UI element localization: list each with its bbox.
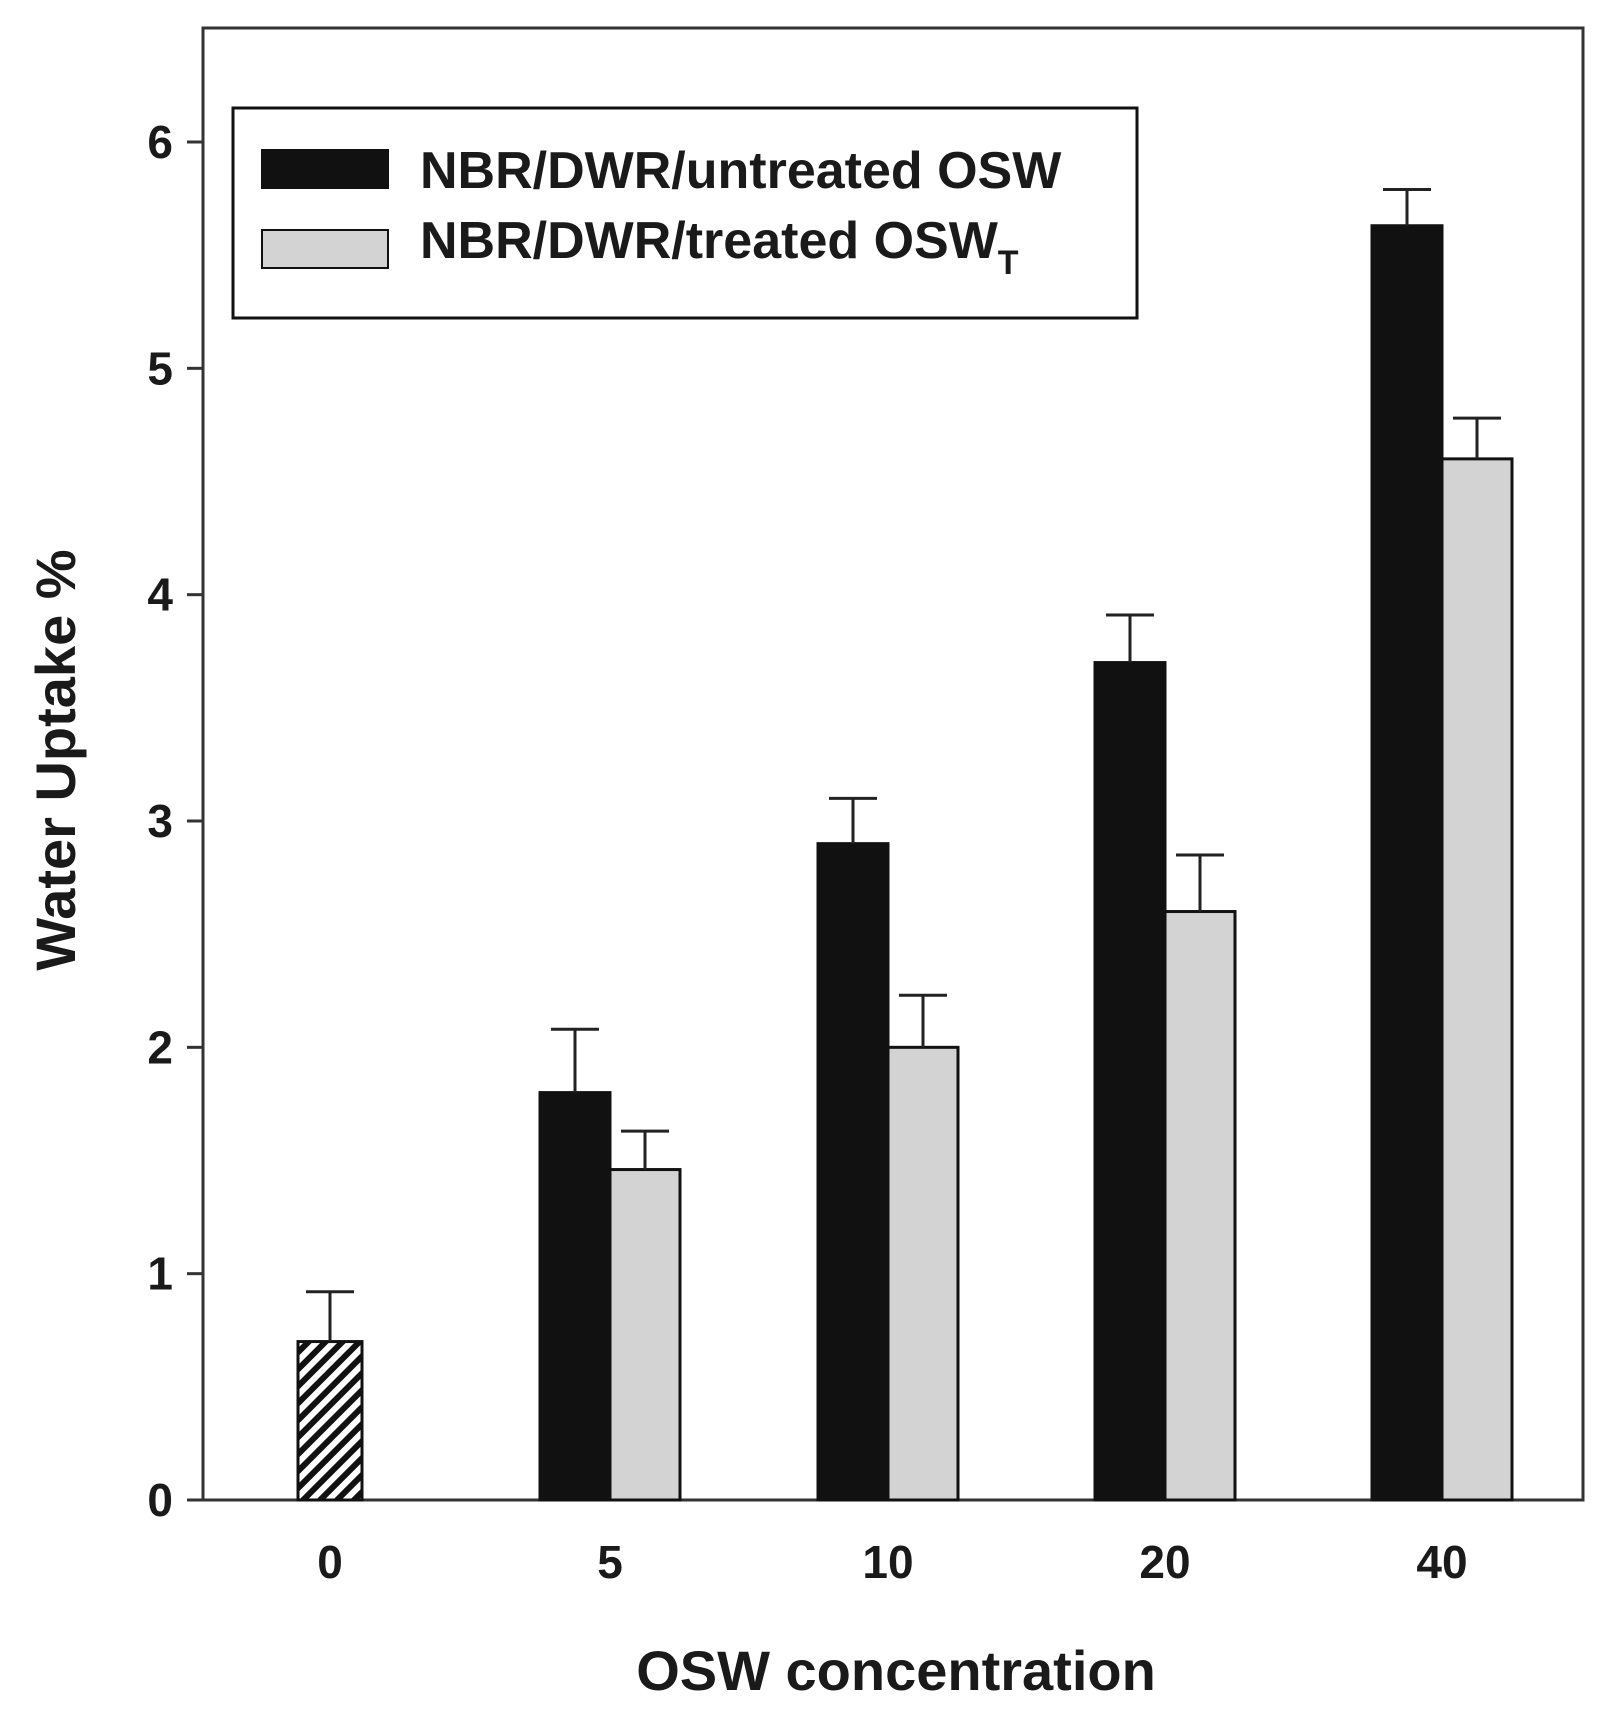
- y-tick-label-0: 0: [147, 1474, 173, 1526]
- bar-treated-10: [886, 1045, 960, 1502]
- bar-treated-20: [1163, 910, 1237, 1502]
- x-tick-label-20: 20: [1139, 1536, 1190, 1588]
- x-tick-label-10: 10: [862, 1536, 913, 1588]
- y-tick-label-2: 2: [147, 1021, 173, 1073]
- y-tick-label-5: 5: [147, 342, 173, 394]
- legend: NBR/DWR/untreated OSW NBR/DWR/treated OS…: [231, 106, 1139, 320]
- bar-untreated-20: [1093, 661, 1167, 1502]
- y-tick-label-3: 3: [147, 795, 173, 847]
- bar-treated-5: [608, 1168, 682, 1502]
- x-tick-label-0: 0: [317, 1536, 343, 1588]
- y-tick-label-6: 6: [147, 116, 173, 168]
- x-tick-label-5: 5: [597, 1536, 623, 1588]
- legend-label-treated: NBR/DWR/treated OSWT: [420, 212, 1019, 282]
- legend-box: [231, 106, 1139, 320]
- x-axis-label: OSW concentration: [636, 1639, 1156, 1702]
- y-tick-label-1: 1: [147, 1248, 173, 1300]
- bar-untreated-10: [816, 842, 890, 1502]
- y-tick-label-4: 4: [147, 569, 173, 621]
- bar-control-0: [296, 1340, 364, 1502]
- bars-layer: [296, 188, 1514, 1502]
- legend-label-treated-main: NBR/DWR/treated OSW: [420, 212, 999, 270]
- legend-swatch-treated: [261, 229, 389, 269]
- legend-label-untreated: NBR/DWR/untreated OSW: [420, 142, 1062, 200]
- bar-untreated-40: [1370, 224, 1444, 1502]
- y-axis-label: Water Uptake %: [24, 549, 87, 970]
- labels-layer: OSW concentration Water Uptake % 0 1 2 3 4 5 6…: [24, 116, 1468, 1702]
- legend-swatch-untreated: [261, 149, 389, 189]
- x-tick-label-40: 40: [1416, 1536, 1467, 1588]
- bar-untreated-5: [538, 1091, 612, 1502]
- legend-label-treated-subscript: T: [998, 244, 1019, 282]
- bar-treated-40: [1440, 457, 1514, 1502]
